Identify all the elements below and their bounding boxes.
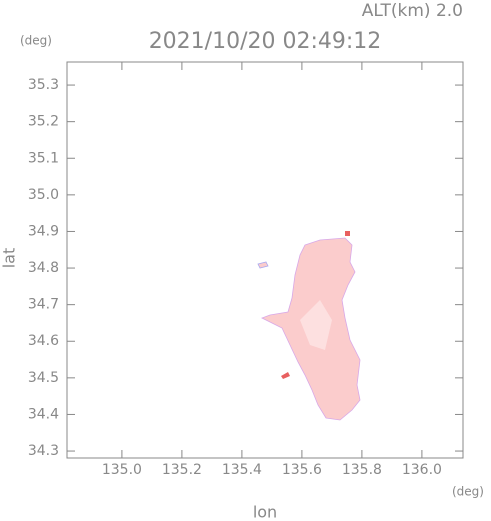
x-tick-label: 135.0 [102,462,142,478]
x-unit: (deg) [452,485,484,499]
y-unit: (deg) [20,34,52,48]
altitude-label: ALT(km) 2.0 [362,1,463,21]
y-tick-label: 35.3 [28,77,59,93]
y-tick-label: 34.9 [28,223,59,239]
y-tick-label: 34.3 [28,443,59,459]
y-tick-label: 34.8 [28,260,59,276]
y-tick-label: 35.1 [28,150,59,166]
echo-region [257,231,361,421]
y-tick-label: 34.7 [28,297,59,313]
chart-title: 2021/10/20 02:49:12 [149,29,382,54]
y-tick-label: 35.0 [28,187,59,203]
x-tick-label: 135.6 [282,462,322,478]
y-tick-label: 34.4 [28,406,59,422]
y-axis-label: lat [0,248,19,269]
x-tick-label: 135.4 [222,462,262,478]
x-tick-label: 136.0 [402,462,442,478]
x-tick-label: 135.2 [162,462,202,478]
y-tick-label: 34.5 [28,370,59,386]
x-axis-label: lon [253,503,277,521]
x-tick-label: 135.8 [342,462,382,478]
plot-frame [66,61,464,459]
y-tick-label: 35.2 [28,114,59,130]
y-tick-label: 34.6 [28,333,59,349]
